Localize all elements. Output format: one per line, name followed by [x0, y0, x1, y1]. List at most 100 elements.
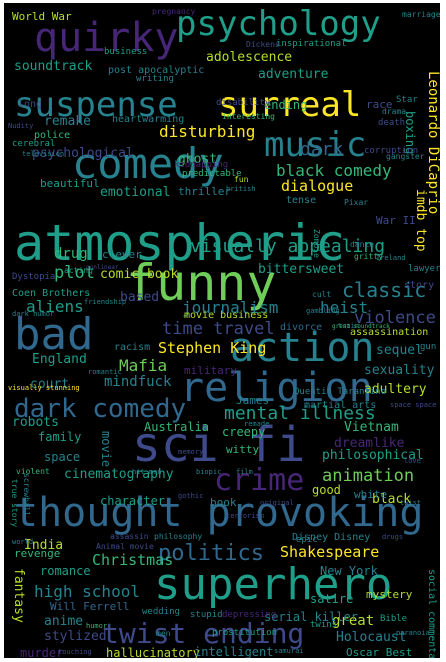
- word: ending: [264, 98, 308, 112]
- word: movie business: [184, 310, 269, 321]
- word: cinematography: [64, 467, 174, 482]
- word: character: [100, 494, 166, 508]
- word: fun: [234, 175, 249, 184]
- word: film: [236, 468, 253, 476]
- word: gothic: [178, 492, 204, 500]
- word: visually appealing: [190, 236, 386, 257]
- word: marriage: [402, 10, 440, 19]
- word: satire: [310, 592, 354, 606]
- word: religion: [180, 365, 373, 411]
- word: wedding: [142, 607, 180, 617]
- word: corruption: [364, 146, 419, 156]
- word: India: [24, 538, 64, 553]
- word: disturbing: [159, 122, 256, 141]
- word: police: [34, 130, 71, 141]
- word: twins: [310, 620, 338, 630]
- word: stylized: [44, 629, 107, 644]
- word: romance: [40, 564, 91, 578]
- word: remade: [244, 420, 270, 428]
- word: imdb top: [413, 189, 428, 252]
- word: depressing: [222, 610, 277, 620]
- word: pregnancy: [152, 7, 196, 16]
- word: Will Ferrell: [50, 600, 130, 613]
- word: Quentin Tarantino: [294, 387, 387, 397]
- word: business: [104, 47, 148, 57]
- word: adventure: [258, 67, 329, 82]
- word: psychology: [176, 4, 381, 44]
- word: love: [404, 457, 421, 465]
- word: music: [264, 125, 367, 165]
- word: serial killer: [264, 610, 358, 624]
- word: Vietnam: [344, 420, 399, 435]
- word: anime: [44, 614, 84, 629]
- word: paranoia: [396, 629, 430, 637]
- word: nonlinear: [86, 264, 119, 271]
- word: court: [30, 377, 70, 392]
- word: Mafia: [119, 356, 168, 375]
- word: visually stunning: [8, 384, 80, 392]
- word: action: [230, 325, 375, 371]
- word: Stephen King: [158, 339, 267, 357]
- word: assassin: [110, 532, 149, 541]
- word: thriller: [178, 185, 231, 198]
- word: true story: [10, 479, 19, 528]
- word: terrorism: [226, 512, 264, 520]
- word: Christmas: [92, 551, 174, 569]
- word: Holocaust: [336, 630, 407, 645]
- word: based: [120, 290, 160, 305]
- word: remake: [44, 114, 91, 129]
- word: british: [226, 185, 256, 193]
- word: sequel: [376, 343, 423, 358]
- word: hit men: [132, 468, 162, 476]
- word: Dystopia: [12, 272, 56, 282]
- word: Ireland: [376, 254, 406, 262]
- word: murder: [20, 646, 64, 658]
- word: England: [32, 352, 87, 367]
- word: military: [184, 364, 237, 377]
- word: Star: [396, 95, 418, 105]
- word: stupid: [190, 610, 223, 620]
- word: journalism: [182, 298, 279, 317]
- word: dance: [350, 240, 375, 249]
- word: biopic: [196, 468, 222, 476]
- word: inspirational: [276, 39, 347, 49]
- word: fantasy: [11, 568, 26, 623]
- word: white: [354, 488, 388, 501]
- word: classic: [342, 278, 427, 302]
- word: original: [260, 499, 294, 507]
- word: touching: [58, 648, 92, 656]
- word: comic book: [100, 267, 179, 282]
- word: Australia: [144, 420, 210, 434]
- word: cerebral: [12, 139, 56, 149]
- word: World War: [12, 10, 72, 23]
- word: dialogue: [281, 177, 354, 195]
- word: hallucinatory: [106, 646, 200, 658]
- word: bittersweet: [258, 262, 345, 277]
- word: dark comedy: [14, 394, 187, 424]
- word: assassination: [350, 327, 429, 338]
- word: divorce: [280, 322, 323, 333]
- word: atmospheric: [14, 214, 346, 272]
- word: writing: [136, 74, 174, 84]
- word: train: [338, 322, 360, 330]
- word: thought provoking: [14, 490, 424, 536]
- word: Coen Brothers: [12, 288, 91, 299]
- word: mystery: [366, 588, 413, 601]
- word: Bible: [380, 614, 408, 624]
- word: superhero: [154, 559, 393, 610]
- word: drama: [382, 107, 407, 116]
- word: clever: [102, 248, 142, 261]
- word: philosophical: [322, 448, 424, 463]
- word: Oscar Best: [346, 646, 413, 658]
- word: ghost: [178, 152, 218, 167]
- word: long: [18, 99, 43, 110]
- word: philosophy: [154, 532, 203, 541]
- word: space: [44, 450, 81, 464]
- word: high school: [34, 582, 140, 601]
- word: twist ending: [102, 617, 305, 650]
- word: funny: [126, 254, 277, 312]
- word: adolescence: [206, 50, 293, 65]
- word: suspense: [14, 85, 178, 125]
- word: interesting: [222, 112, 275, 121]
- word: dark humor: [12, 310, 55, 318]
